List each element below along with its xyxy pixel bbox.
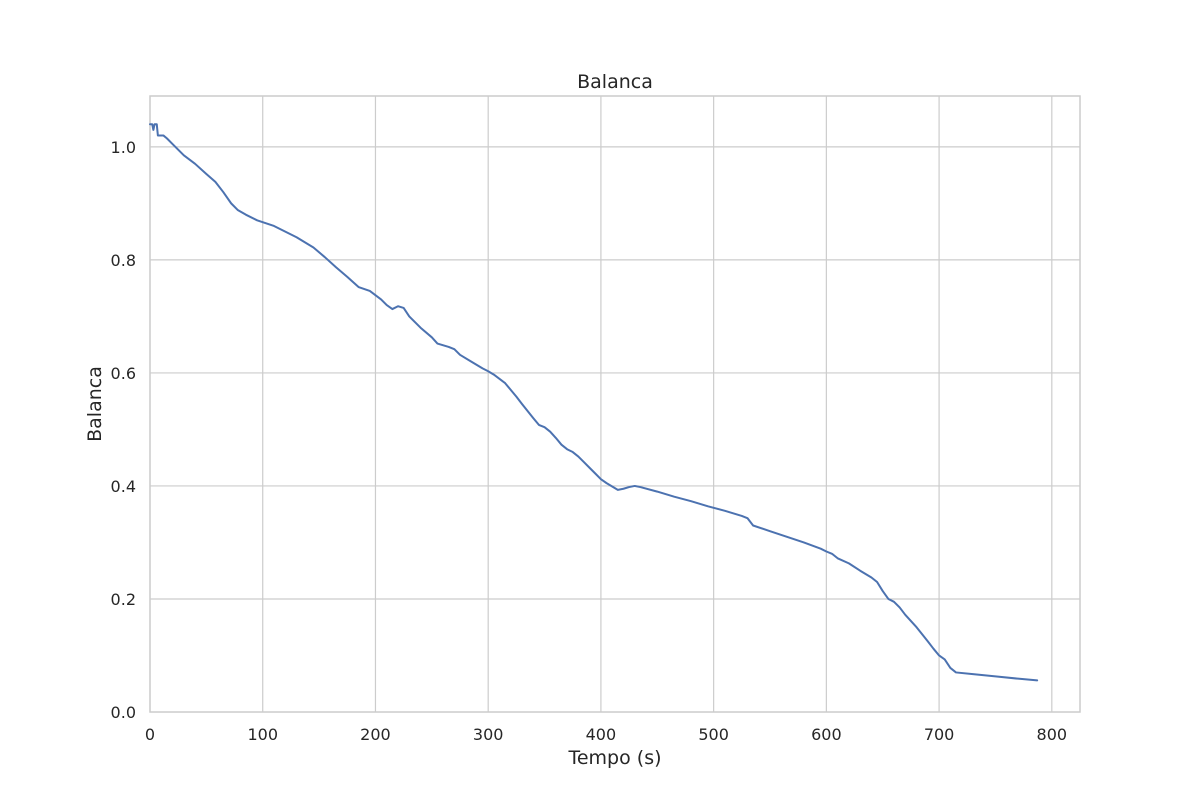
series-line bbox=[149, 123, 1039, 682]
chart-title: Balanca bbox=[577, 71, 653, 93]
y-gridlines bbox=[150, 146, 1080, 600]
y-tick-label: 0.8 bbox=[111, 251, 136, 270]
y-tick-label: 1.0 bbox=[111, 138, 136, 157]
x-axis-label: Tempo (s) bbox=[567, 747, 661, 769]
x-tick-label: 600 bbox=[811, 725, 842, 744]
y-tick-label: 0.4 bbox=[111, 477, 136, 496]
y-tick-labels: 0.0 0.2 0.4 0.6 0.8 1.0 bbox=[111, 138, 136, 722]
x-tick-label: 700 bbox=[924, 725, 955, 744]
y-tick-label: 0.6 bbox=[111, 364, 136, 383]
x-tick-labels: 0 100 200 300 400 500 600 700 800 bbox=[145, 725, 1067, 744]
x-tick-label: 300 bbox=[473, 725, 504, 744]
x-gridlines bbox=[262, 96, 1053, 712]
y-axis-label: Balanca bbox=[84, 366, 106, 442]
x-tick-label: 100 bbox=[247, 725, 278, 744]
x-tick-label: 800 bbox=[1037, 725, 1068, 744]
y-tick-label: 0.0 bbox=[111, 703, 136, 722]
x-tick-label: 0 bbox=[145, 725, 155, 744]
plot-area-background bbox=[150, 96, 1080, 712]
x-tick-label: 200 bbox=[360, 725, 391, 744]
plot-spines bbox=[149, 95, 1081, 713]
x-tick-label: 400 bbox=[586, 725, 617, 744]
y-tick-label: 0.2 bbox=[111, 590, 136, 609]
x-tick-label: 500 bbox=[698, 725, 729, 744]
